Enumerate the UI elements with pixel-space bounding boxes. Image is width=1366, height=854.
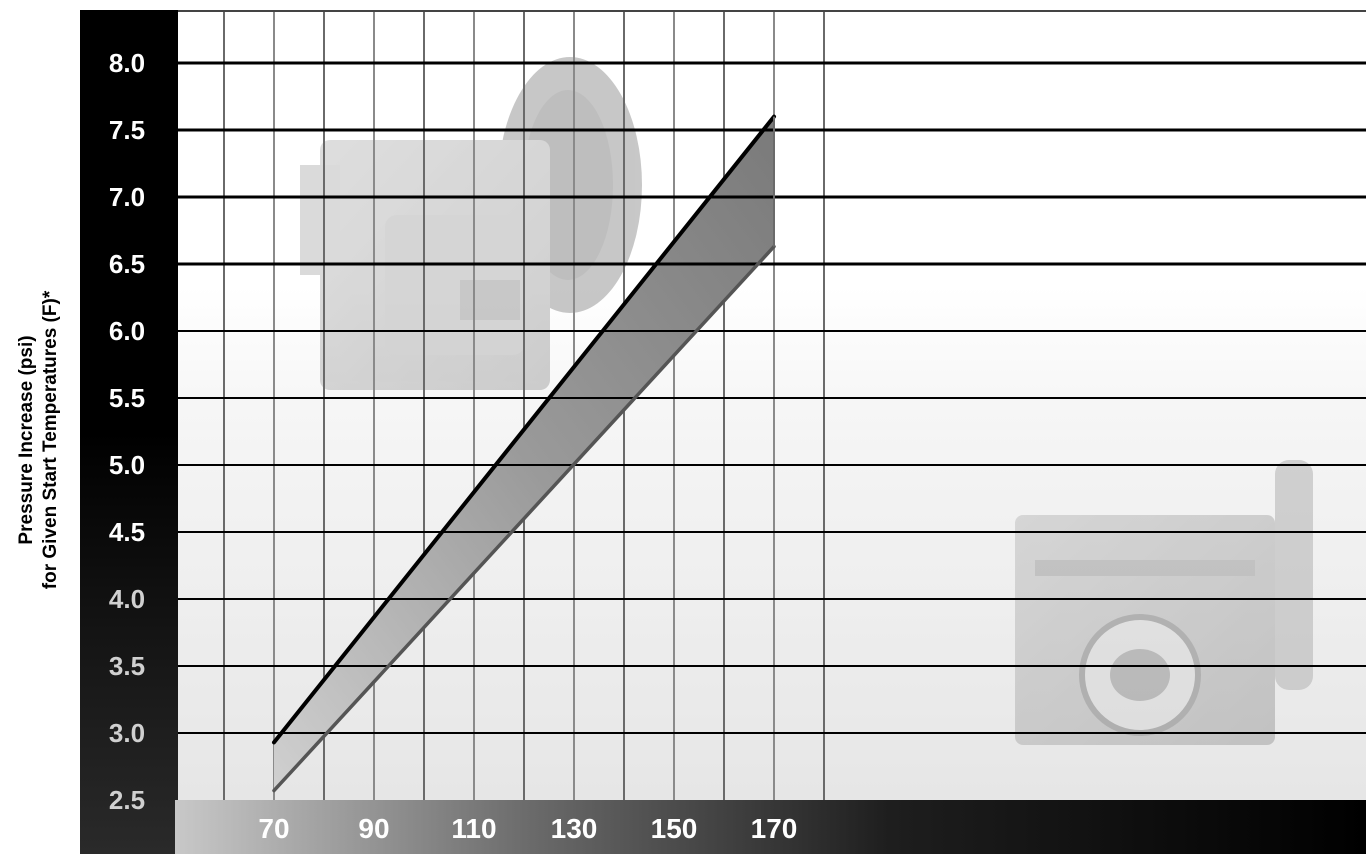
x-tick-130: 130 — [551, 813, 598, 844]
y-axis-title-line-1: Pressure Increase (psi) — [16, 335, 37, 544]
y-tick-5.0: 5.0 — [109, 450, 145, 480]
y-tick-7.5: 7.5 — [109, 115, 145, 145]
y-tick-6.0: 6.0 — [109, 316, 145, 346]
y-tick-4.0: 4.0 — [109, 584, 145, 614]
x-tick-labels: 70 90 110 130 150 170 — [258, 813, 797, 844]
y-tick-labels: 2.5 3.0 3.5 4.0 4.5 5.0 5.5 6.0 6.5 7.0 7.5 8.0 — [109, 48, 145, 815]
data-band — [274, 116, 774, 791]
x-tick-70: 70 — [258, 813, 289, 844]
y-tick-6.5: 6.5 — [109, 249, 145, 279]
y-tick-2.5: 2.5 — [109, 785, 145, 815]
horizontal-gridlines — [80, 10, 1366, 734]
x-tick-90: 90 — [358, 813, 389, 844]
y-tick-8.0: 8.0 — [109, 48, 145, 78]
gearbox-image-bottom — [1015, 460, 1313, 745]
y-tick-7.0: 7.0 — [109, 182, 145, 212]
y-tick-3.5: 3.5 — [109, 651, 145, 681]
x-tick-110: 110 — [451, 813, 496, 844]
band-area — [274, 116, 774, 791]
x-tick-170: 170 — [751, 813, 798, 844]
y-axis-title-line-2: for Given Start Temperatures (F)* — [40, 290, 61, 589]
series-lines — [272, 114, 776, 793]
y-tick-5.5: 5.5 — [109, 383, 145, 413]
x-axis-bar — [175, 800, 1366, 854]
y-axis-bar — [80, 10, 178, 854]
x-tick-150: 150 — [651, 813, 698, 844]
y-axis-title: Pressure Increase (psi) for Given Start … — [16, 290, 61, 589]
y-tick-4.5: 4.5 — [109, 517, 145, 547]
series-line-1 — [272, 114, 776, 745]
series-line-2 — [272, 244, 776, 793]
y-tick-3.0: 3.0 — [109, 718, 145, 748]
